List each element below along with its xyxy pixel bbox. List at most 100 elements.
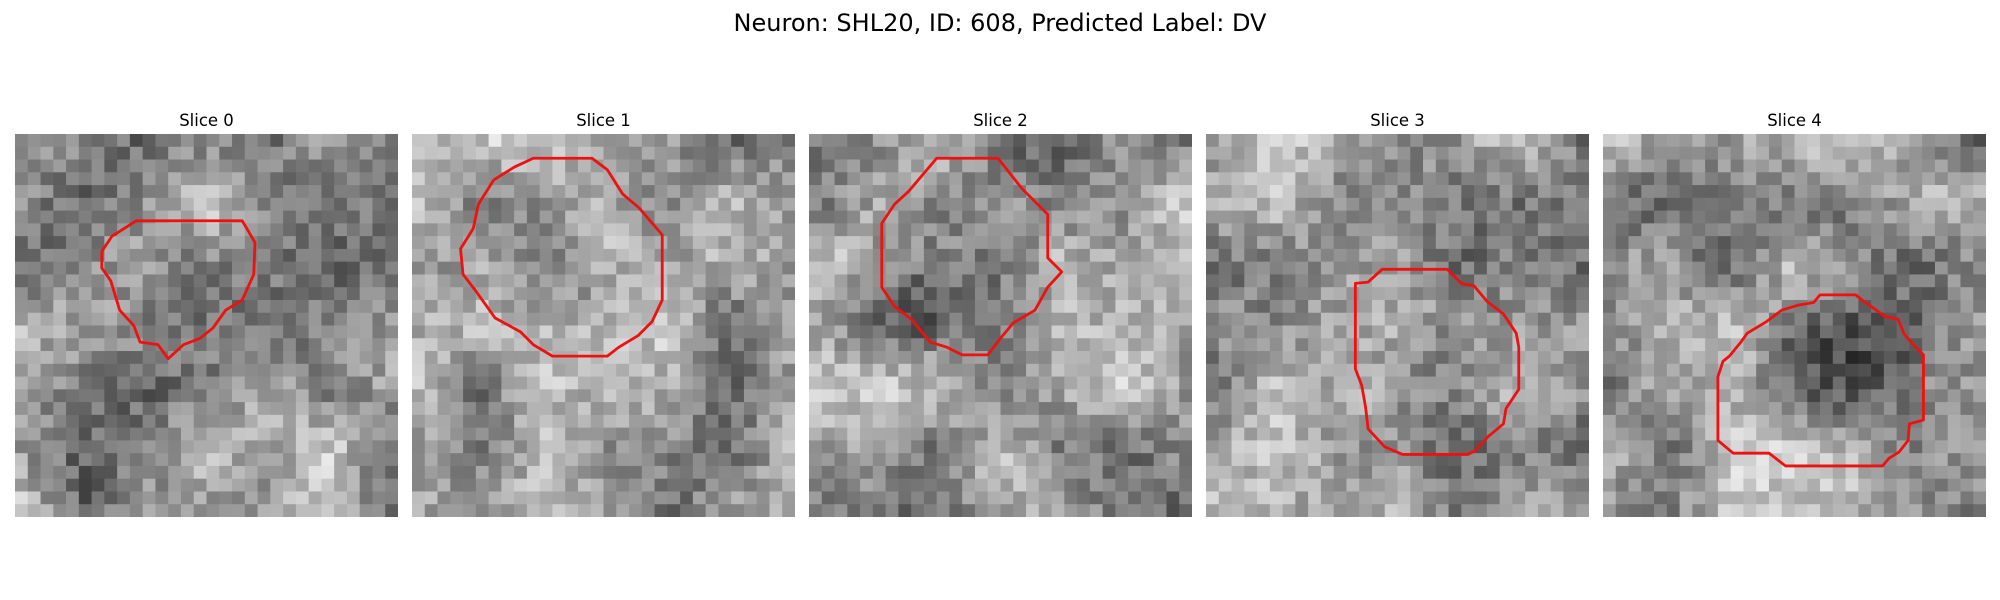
pixel [1346, 478, 1360, 492]
pixel [219, 491, 233, 505]
pixel [27, 312, 41, 326]
pixel [372, 478, 386, 492]
pixel [15, 427, 29, 441]
pixel [1435, 236, 1449, 250]
pixel [1947, 363, 1961, 377]
pixel [270, 134, 284, 148]
pixel [1960, 491, 1974, 505]
pixel [936, 363, 950, 377]
pixel [155, 389, 169, 403]
pixel [731, 414, 745, 429]
pixel [244, 312, 258, 326]
pixel [1717, 197, 1732, 211]
pixel [1461, 248, 1475, 263]
pixel [1128, 504, 1142, 517]
pixel [1026, 465, 1040, 480]
pixel [705, 453, 719, 467]
pixel [1896, 274, 1910, 288]
pixel [1064, 312, 1078, 326]
pixel [180, 440, 195, 454]
pixel [1934, 453, 1949, 467]
pixel [308, 427, 322, 441]
pixel [1218, 287, 1232, 301]
pixel [667, 185, 681, 199]
pixel [1359, 414, 1373, 429]
pixel [974, 312, 989, 326]
pixel [1435, 478, 1449, 492]
pixel [257, 197, 271, 211]
pixel [53, 197, 67, 211]
pixel [1077, 274, 1091, 288]
pixel [1474, 363, 1488, 377]
pixel [180, 159, 195, 173]
pixel [1525, 261, 1539, 275]
pixel [40, 185, 54, 199]
pixel [1244, 389, 1258, 403]
pixel [641, 504, 655, 517]
pixel [1346, 146, 1360, 160]
pixel [488, 504, 502, 517]
pixel [526, 210, 541, 224]
pixel [731, 402, 745, 416]
pixel [1166, 376, 1180, 390]
pixel [1461, 134, 1475, 148]
pixel [308, 325, 322, 339]
pixel [860, 248, 874, 263]
pixel [847, 146, 861, 160]
grayscale-pixel-grid [1206, 134, 1589, 517]
pixel [78, 453, 92, 467]
pixel [1179, 453, 1192, 467]
pixel [1448, 274, 1462, 288]
pixel [1666, 363, 1680, 377]
pixel [577, 427, 592, 441]
pixel [1064, 287, 1078, 301]
pixel [257, 159, 271, 173]
pixel [731, 185, 745, 199]
pixel [1947, 465, 1961, 480]
pixel [66, 465, 80, 480]
pixel [372, 223, 386, 237]
pixel [987, 389, 1001, 403]
pixel [1973, 134, 1986, 148]
pixel [1537, 312, 1552, 326]
pixel [437, 402, 451, 416]
pixel [1730, 427, 1744, 441]
pixel [117, 504, 131, 517]
pixel [206, 159, 220, 173]
pixel [1486, 465, 1501, 480]
pixel [270, 159, 284, 173]
pixel [1845, 197, 1859, 211]
pixel [1166, 325, 1180, 339]
pixel [424, 465, 438, 480]
pixel [1845, 351, 1859, 365]
pixel [756, 453, 770, 467]
pixel [1820, 210, 1834, 224]
pixel [821, 248, 835, 263]
pixel [412, 236, 426, 250]
pixel [1295, 274, 1309, 288]
pixel [667, 146, 681, 160]
pixel [821, 185, 835, 199]
pixel [1333, 338, 1347, 352]
pixel [1628, 236, 1642, 250]
pixel [283, 376, 297, 390]
pixel [1038, 312, 1052, 326]
pixel [1563, 261, 1577, 275]
pixel [1947, 376, 1961, 390]
pixel [987, 210, 1001, 224]
pixel [692, 338, 707, 352]
pixel [1781, 414, 1795, 429]
pixel [1206, 299, 1220, 314]
pixel [66, 274, 80, 288]
pixel [1206, 210, 1220, 224]
pixel [1346, 172, 1360, 186]
pixel [385, 146, 398, 160]
pixel [1026, 312, 1040, 326]
pixel [936, 287, 950, 301]
pixel [1525, 159, 1539, 173]
pixel [1320, 236, 1335, 250]
pixel [911, 504, 925, 517]
pixel [1461, 197, 1475, 211]
pixel [1615, 312, 1629, 326]
pixel [1026, 389, 1040, 403]
